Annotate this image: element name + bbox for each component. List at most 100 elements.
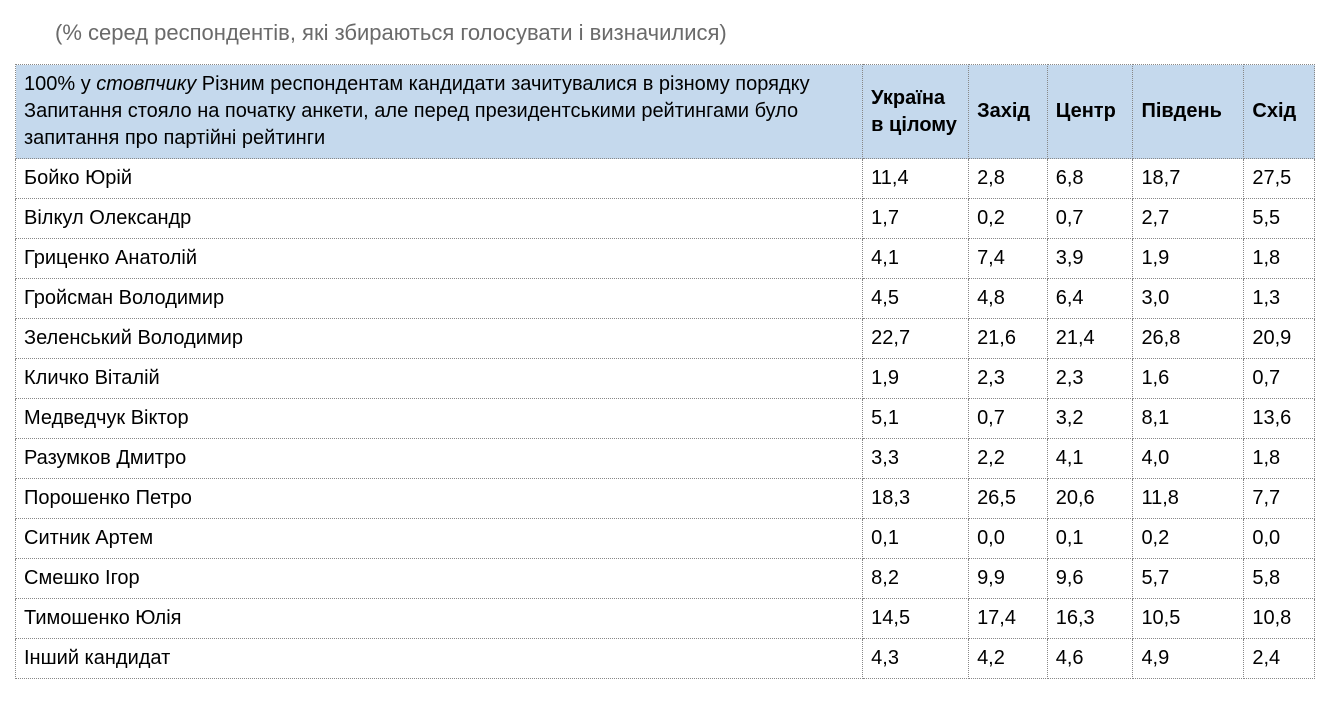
value-cell: 2,3 <box>1047 359 1133 399</box>
value-cell: 18,3 <box>863 479 969 519</box>
value-cell: 4,1 <box>1047 439 1133 479</box>
value-cell: 14,5 <box>863 599 969 639</box>
subtitle: (% серед респондентів, які збираються го… <box>55 20 1315 46</box>
value-cell: 26,8 <box>1133 319 1244 359</box>
table-row: Тимошенко Юлія14,517,416,310,510,8 <box>16 599 1315 639</box>
table-row: Медведчук Віктор5,10,73,28,113,6 <box>16 399 1315 439</box>
value-cell: 11,4 <box>863 159 969 199</box>
value-cell: 4,5 <box>863 279 969 319</box>
value-cell: 3,9 <box>1047 239 1133 279</box>
col-center: Центр <box>1047 65 1133 159</box>
value-cell: 3,2 <box>1047 399 1133 439</box>
value-cell: 21,6 <box>969 319 1048 359</box>
candidate-name: Вілкул Олександр <box>16 199 863 239</box>
value-cell: 7,4 <box>969 239 1048 279</box>
table-row: Вілкул Олександр1,70,20,72,75,5 <box>16 199 1315 239</box>
header-prefix: 100% у <box>24 73 96 95</box>
value-cell: 4,6 <box>1047 639 1133 679</box>
value-cell: 9,6 <box>1047 559 1133 599</box>
value-cell: 9,9 <box>969 559 1048 599</box>
value-cell: 3,3 <box>863 439 969 479</box>
value-cell: 13,6 <box>1244 399 1315 439</box>
candidate-name: Тимошенко Юлія <box>16 599 863 639</box>
value-cell: 0,0 <box>969 519 1048 559</box>
value-cell: 4,3 <box>863 639 969 679</box>
value-cell: 27,5 <box>1244 159 1315 199</box>
table-row: Бойко Юрій11,42,86,818,727,5 <box>16 159 1315 199</box>
value-cell: 2,7 <box>1133 199 1244 239</box>
value-cell: 11,8 <box>1133 479 1244 519</box>
value-cell: 16,3 <box>1047 599 1133 639</box>
value-cell: 4,8 <box>969 279 1048 319</box>
value-cell: 20,6 <box>1047 479 1133 519</box>
candidate-name: Порошенко Петро <box>16 479 863 519</box>
table-row: Кличко Віталій1,92,32,31,60,7 <box>16 359 1315 399</box>
value-cell: 5,1 <box>863 399 969 439</box>
table-row: Гриценко Анатолій4,17,43,91,91,8 <box>16 239 1315 279</box>
value-cell: 0,2 <box>969 199 1048 239</box>
value-cell: 2,3 <box>969 359 1048 399</box>
value-cell: 22,7 <box>863 319 969 359</box>
col-ukraine: Україна в цілому <box>863 65 969 159</box>
candidate-name: Інший кандидат <box>16 639 863 679</box>
header-description: 100% у стовпчику Різним респондентам кан… <box>16 65 863 159</box>
value-cell: 0,2 <box>1133 519 1244 559</box>
value-cell: 5,5 <box>1244 199 1315 239</box>
value-cell: 2,8 <box>969 159 1048 199</box>
value-cell: 4,2 <box>969 639 1048 679</box>
value-cell: 10,8 <box>1244 599 1315 639</box>
value-cell: 1,3 <box>1244 279 1315 319</box>
value-cell: 8,2 <box>863 559 969 599</box>
value-cell: 0,7 <box>1244 359 1315 399</box>
candidate-name: Разумков Дмитро <box>16 439 863 479</box>
value-cell: 1,9 <box>863 359 969 399</box>
value-cell: 1,8 <box>1244 439 1315 479</box>
poll-table: 100% у стовпчику Різним респондентам кан… <box>15 64 1315 679</box>
table-body: Бойко Юрій11,42,86,818,727,5Вілкул Олекс… <box>16 159 1315 679</box>
table-row: Зеленський Володимир22,721,621,426,820,9 <box>16 319 1315 359</box>
value-cell: 6,4 <box>1047 279 1133 319</box>
value-cell: 18,7 <box>1133 159 1244 199</box>
value-cell: 5,7 <box>1133 559 1244 599</box>
table-row: Порошенко Петро18,326,520,611,87,7 <box>16 479 1315 519</box>
value-cell: 1,6 <box>1133 359 1244 399</box>
value-cell: 6,8 <box>1047 159 1133 199</box>
value-cell: 1,7 <box>863 199 969 239</box>
value-cell: 17,4 <box>969 599 1048 639</box>
value-cell: 2,4 <box>1244 639 1315 679</box>
candidate-name: Смешко Ігор <box>16 559 863 599</box>
candidate-name: Зеленський Володимир <box>16 319 863 359</box>
value-cell: 0,1 <box>863 519 969 559</box>
candidate-name: Гриценко Анатолій <box>16 239 863 279</box>
value-cell: 20,9 <box>1244 319 1315 359</box>
value-cell: 4,9 <box>1133 639 1244 679</box>
value-cell: 1,8 <box>1244 239 1315 279</box>
candidate-name: Гройсман Володимир <box>16 279 863 319</box>
candidate-name: Бойко Юрій <box>16 159 863 199</box>
value-cell: 1,9 <box>1133 239 1244 279</box>
col-south: Південь <box>1133 65 1244 159</box>
value-cell: 5,8 <box>1244 559 1315 599</box>
table-header-row: 100% у стовпчику Різним респондентам кан… <box>16 65 1315 159</box>
table-row: Інший кандидат4,34,24,64,92,4 <box>16 639 1315 679</box>
value-cell: 0,1 <box>1047 519 1133 559</box>
candidate-name: Медведчук Віктор <box>16 399 863 439</box>
value-cell: 3,0 <box>1133 279 1244 319</box>
value-cell: 4,1 <box>863 239 969 279</box>
value-cell: 0,7 <box>969 399 1048 439</box>
candidate-name: Кличко Віталій <box>16 359 863 399</box>
table-row: Смешко Ігор8,29,99,65,75,8 <box>16 559 1315 599</box>
value-cell: 2,2 <box>969 439 1048 479</box>
value-cell: 0,7 <box>1047 199 1133 239</box>
value-cell: 10,5 <box>1133 599 1244 639</box>
value-cell: 7,7 <box>1244 479 1315 519</box>
value-cell: 21,4 <box>1047 319 1133 359</box>
value-cell: 26,5 <box>969 479 1048 519</box>
table-row: Разумков Дмитро3,32,24,14,01,8 <box>16 439 1315 479</box>
table-row: Гройсман Володимир4,54,86,43,01,3 <box>16 279 1315 319</box>
header-em: стовпчику <box>96 73 196 95</box>
table-row: Ситник Артем0,10,00,10,20,0 <box>16 519 1315 559</box>
value-cell: 8,1 <box>1133 399 1244 439</box>
value-cell: 4,0 <box>1133 439 1244 479</box>
candidate-name: Ситник Артем <box>16 519 863 559</box>
